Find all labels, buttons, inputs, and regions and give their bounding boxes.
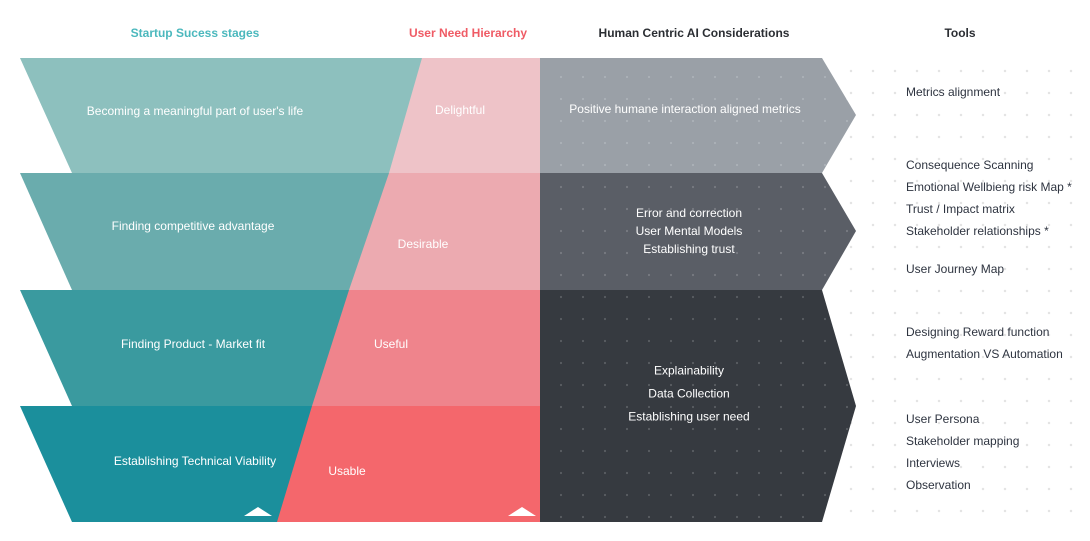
header-user-need-hierarchy: User Need Hierarchy <box>408 26 528 40</box>
tool-item: Stakeholder relationships * <box>906 224 1049 238</box>
consideration-item: Establishing trust <box>643 242 735 256</box>
up-triangle-icon <box>244 507 272 516</box>
consideration-item: User Mental Models <box>635 224 743 238</box>
stage-label-1: Becoming a meaningful part of user's lif… <box>86 104 304 118</box>
tools-group-2: Consequence Scanning Emotional Wellbieng… <box>906 154 1072 242</box>
ai-dot-texture-bottom <box>540 290 856 522</box>
need-band-3 <box>312 290 540 406</box>
stage-label-2: Finding competitive advantage <box>111 219 275 233</box>
header-startup-stages: Startup Sucess stages <box>130 26 260 40</box>
tool-item: Consequence Scanning <box>906 158 1034 172</box>
need-band-4 <box>277 406 540 522</box>
stage-label-4: Establishing Technical Viability <box>113 454 277 468</box>
tool-item: Augmentation VS Automation <box>906 347 1063 361</box>
tool-item: Designing Reward function <box>906 325 1050 339</box>
consideration-item: Data Collection <box>648 386 730 401</box>
tools-group-1: Metrics alignment <box>906 81 1000 103</box>
need-label-usable: Usable <box>328 464 366 478</box>
need-label-delightful: Delightful <box>434 103 486 117</box>
tool-item: Interviews <box>906 456 961 470</box>
tools-group-4: Designing Reward function Augmentation V… <box>906 321 1063 365</box>
consideration-middle: Error and correction User Mental Models … <box>636 204 743 258</box>
ai-dot-texture-top <box>540 58 856 173</box>
consideration-item: Positive humane interaction aligned metr… <box>569 102 801 116</box>
need-label-desirable: Desirable <box>397 237 449 251</box>
header-human-centric-ai: Human Centric AI Considerations <box>598 26 790 40</box>
tool-item: Metrics alignment <box>906 85 1001 99</box>
consideration-item: Error and correction <box>635 206 743 220</box>
consideration-item: Establishing user need <box>628 409 750 424</box>
tool-item: Trust / Impact matrix <box>906 202 1015 216</box>
need-label-useful: Useful <box>373 337 409 351</box>
tool-item: User Persona <box>906 412 980 426</box>
tools-group-3: User Journey Map <box>906 258 1004 280</box>
need-band-1 <box>389 58 540 173</box>
up-triangle-icon <box>508 507 536 516</box>
header-tools: Tools <box>944 26 976 40</box>
tool-item: User Journey Map <box>906 262 1005 276</box>
stage-label-3: Finding Product - Market fit <box>120 337 266 351</box>
ai-dot-texture-middle <box>540 173 856 290</box>
tools-group-5: User Persona Stakeholder mapping Intervi… <box>906 408 1019 496</box>
consideration-bottom: Explainability Data Collection Establish… <box>628 360 749 429</box>
tool-item: Emotional Wellbieng risk Map * <box>906 180 1072 194</box>
tool-item: Observation <box>906 478 971 492</box>
tool-item: Stakeholder mapping <box>906 434 1020 448</box>
consideration-item: Explainability <box>653 363 725 378</box>
consideration-top: Positive humane interaction aligned metr… <box>569 100 800 118</box>
need-band-2 <box>349 173 540 290</box>
dot-grid-background <box>840 60 1090 530</box>
